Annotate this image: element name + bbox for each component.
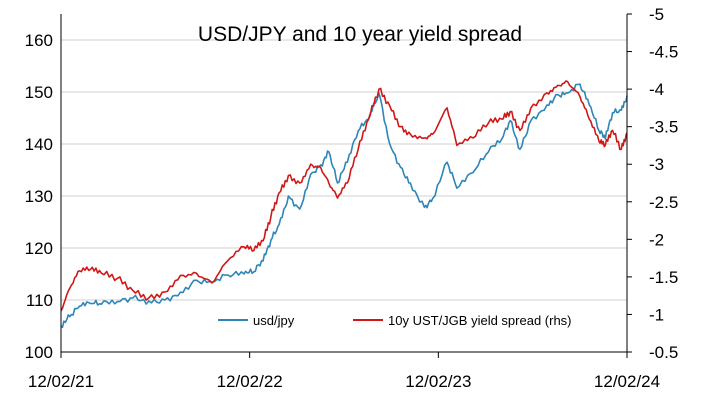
x-tick-label: 12/02/21	[28, 372, 94, 391]
x-tick-label: 12/02/22	[217, 372, 283, 391]
right-tick-label: -0.5	[649, 343, 678, 362]
right-tick-label: -1	[649, 305, 664, 324]
right-axis-ticks: -0.5 -1 -1.5 -2 -2.5 -3 -3.5 -4 -4.5 -5	[627, 5, 678, 362]
right-tick-label: -4.5	[649, 43, 678, 62]
gridlines	[61, 39, 627, 301]
right-tick-label: -3.5	[649, 118, 678, 137]
series-layer	[60, 80, 628, 329]
chart-title: USD/JPY and 10 year yield spread	[198, 23, 522, 46]
left-tick-label: 150	[25, 83, 53, 102]
x-axis-ticks: 12/02/21 12/02/22 12/02/23 12/02/24	[28, 352, 660, 391]
series-line-usdjpy	[60, 83, 628, 329]
left-tick-label: 100	[25, 343, 53, 362]
right-tick-label: -5	[649, 5, 664, 24]
left-axis-ticks: 100 110 120 130 140 150 160	[25, 31, 53, 362]
legend-label: usd/jpy	[253, 313, 295, 328]
right-tick-label: -2	[649, 230, 664, 249]
axes	[60, 14, 628, 353]
right-tick-label: -3	[649, 155, 664, 174]
left-tick-label: 160	[25, 31, 53, 50]
legend: usd/jpy 10y UST/JGB yield spread (rhs)	[218, 313, 572, 328]
right-tick-label: -2.5	[649, 193, 678, 212]
left-tick-label: 110	[26, 291, 53, 310]
x-tick-label: 12/02/23	[405, 372, 471, 391]
left-tick-label: 120	[25, 239, 53, 258]
x-tick-label: 12/02/24	[594, 372, 660, 391]
left-tick-label: 130	[25, 187, 53, 206]
left-tick-label: 140	[25, 135, 53, 154]
legend-label: 10y UST/JGB yield spread (rhs)	[388, 313, 572, 328]
right-tick-label: -1.5	[649, 268, 678, 287]
series-line-yield-spread	[60, 80, 628, 312]
right-tick-label: -4	[649, 80, 664, 99]
